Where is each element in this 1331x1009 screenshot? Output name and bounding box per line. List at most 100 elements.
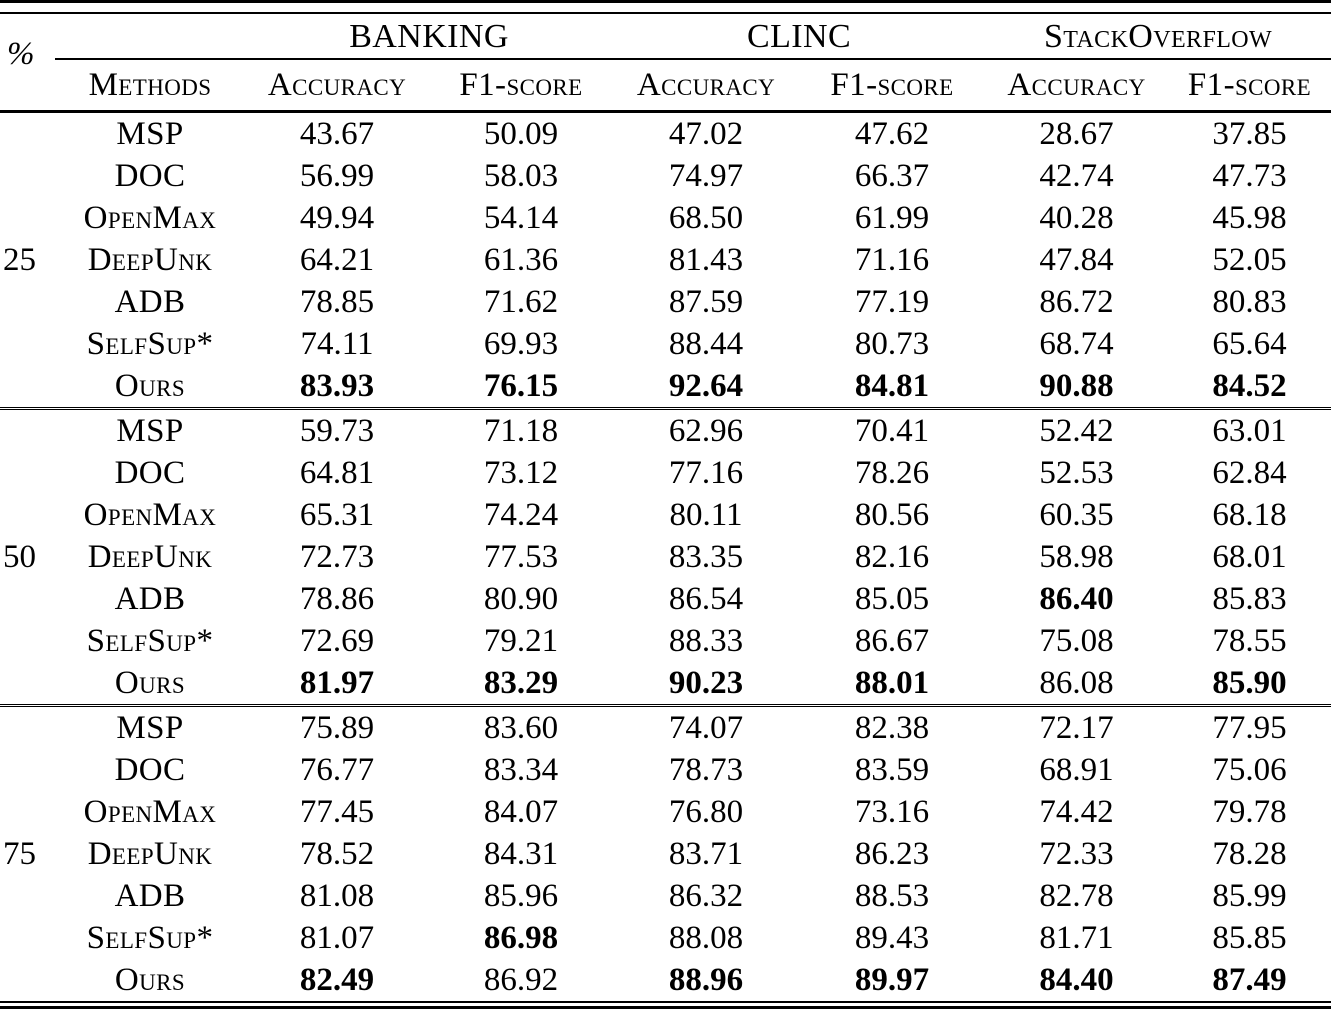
value-cell: 60.35 bbox=[1039, 496, 1114, 533]
table-row: DOC 64.81 73.12 77.16 78.26 52.53 62.84 bbox=[0, 452, 1331, 494]
value-cell: 88.53 bbox=[854, 877, 930, 914]
value-cell: 73.12 bbox=[483, 454, 559, 491]
value-cell: 79.78 bbox=[1212, 793, 1287, 830]
banking-f1-header: F1-score bbox=[429, 59, 614, 113]
value-cell: 59.73 bbox=[245, 407, 429, 452]
value-cell: 81.08 bbox=[299, 877, 375, 914]
table-row: DOC 56.99 58.03 74.97 66.37 42.74 47.73 bbox=[0, 155, 1331, 197]
value-cell: 72.17 bbox=[985, 704, 1169, 749]
value-cell: 74.11 bbox=[300, 325, 374, 362]
value-cell: 69.93 bbox=[483, 325, 559, 362]
value-cell: 86.92 bbox=[483, 961, 559, 998]
value-cell: 86.72 bbox=[1039, 283, 1114, 320]
value-cell: 62.96 bbox=[613, 407, 800, 452]
value-cell: 80.56 bbox=[854, 496, 930, 533]
value-cell: 90.88 bbox=[1039, 367, 1114, 404]
value-cell: 47.84 bbox=[1039, 241, 1114, 278]
value-cell: 74.42 bbox=[1039, 793, 1114, 830]
value-cell: 49.94 bbox=[299, 199, 375, 236]
value-cell: 81.43 bbox=[668, 241, 744, 278]
value-cell: 77.19 bbox=[854, 283, 930, 320]
method-name: DeepUnk bbox=[87, 241, 213, 278]
table-row: DeepUnk 64.21 61.36 81.43 71.16 47.84 52.05 bbox=[0, 239, 1331, 281]
value-cell: 81.71 bbox=[1039, 919, 1114, 956]
value-cell: 88.96 bbox=[668, 961, 744, 998]
value-cell: 83.59 bbox=[854, 751, 930, 788]
value-cell: 83.93 bbox=[299, 367, 375, 404]
value-cell: 83.29 bbox=[483, 664, 559, 701]
table-row: SelfSup* 72.69 79.21 88.33 86.67 75.08 78.55 bbox=[0, 620, 1331, 662]
dataset-header-row: % BANKING CLINC StackOverflow bbox=[0, 13, 1331, 113]
percent-column-header: % bbox=[0, 13, 55, 113]
percent-group-label: 50 bbox=[0, 407, 55, 706]
value-cell: 86.23 bbox=[854, 835, 930, 872]
value-cell: 88.44 bbox=[668, 325, 744, 362]
stackoverflow-accuracy-header: Accuracy bbox=[985, 59, 1169, 113]
table-row: SelfSup* 74.11 69.93 88.44 80.73 68.74 65.64 bbox=[0, 323, 1331, 365]
value-cell: 85.83 bbox=[1212, 580, 1287, 617]
method-name: DeepUnk bbox=[87, 835, 213, 872]
value-cell: 47.62 bbox=[854, 115, 930, 152]
value-cell: 80.90 bbox=[483, 580, 559, 617]
value-cell: 68.50 bbox=[668, 199, 744, 236]
table-top-rule bbox=[0, 0, 1331, 3]
method-name: OpenMax bbox=[83, 793, 217, 830]
value-cell: 52.42 bbox=[985, 407, 1169, 452]
table-row: DeepUnk 78.52 84.31 83.71 86.23 72.33 78.28 bbox=[0, 833, 1331, 875]
value-cell: 82.78 bbox=[1039, 877, 1114, 914]
value-cell: 86.98 bbox=[483, 919, 559, 956]
value-cell: 80.73 bbox=[854, 325, 930, 362]
value-cell: 81.07 bbox=[299, 919, 375, 956]
table-row: DOC 76.77 83.34 78.73 83.59 68.91 75.06 bbox=[0, 749, 1331, 791]
value-cell: 77.16 bbox=[668, 454, 744, 491]
stackoverflow-f1-header: F1-score bbox=[1168, 59, 1331, 113]
value-cell: 78.28 bbox=[1212, 835, 1287, 872]
value-cell: 82.16 bbox=[854, 538, 930, 575]
methods-header-spacer bbox=[55, 13, 245, 60]
value-cell: 85.96 bbox=[483, 877, 559, 914]
methods-column-header: Methods bbox=[55, 59, 245, 113]
value-cell: 65.64 bbox=[1212, 325, 1287, 362]
value-cell: 65.31 bbox=[299, 496, 375, 533]
dataset-header-stackoverflow: StackOverflow bbox=[985, 13, 1331, 60]
value-cell: 74.07 bbox=[613, 704, 800, 749]
method-name: SelfSup* bbox=[86, 622, 214, 659]
value-cell: 83.71 bbox=[668, 835, 744, 872]
value-cell: 86.67 bbox=[854, 622, 930, 659]
metric-header-row: Methods Accuracy F1-score Accuracy F1-sc… bbox=[0, 59, 1331, 113]
dataset-header-banking: BANKING bbox=[245, 13, 614, 60]
table-body: 25 MSP 43.67 50.09 47.02 47.62 28.67 37.85 DOC 56… bbox=[0, 112, 1331, 1002]
value-cell: 81.97 bbox=[299, 664, 375, 701]
method-name: ADB bbox=[114, 877, 186, 914]
table-row: ADB 78.85 71.62 87.59 77.19 86.72 80.83 bbox=[0, 281, 1331, 323]
method-name: DOC bbox=[114, 751, 186, 788]
value-cell: 86.40 bbox=[1039, 580, 1114, 617]
value-cell: 78.26 bbox=[854, 454, 930, 491]
value-cell: 88.08 bbox=[668, 919, 744, 956]
value-cell: 61.36 bbox=[483, 241, 559, 278]
value-cell: 84.31 bbox=[483, 835, 559, 872]
value-cell: 87.49 bbox=[1212, 961, 1287, 998]
value-cell: 64.81 bbox=[299, 454, 375, 491]
table-row: 25 MSP 43.67 50.09 47.02 47.62 28.67 37.85 bbox=[0, 112, 1331, 278]
method-name: OpenMax bbox=[83, 496, 217, 533]
value-cell: 61.99 bbox=[854, 199, 930, 236]
value-cell: 78.55 bbox=[1212, 622, 1287, 659]
table-header: % BANKING CLINC StackOverflow Methods Ac… bbox=[0, 13, 1331, 113]
value-cell: 43.67 bbox=[299, 115, 375, 152]
value-cell: 54.14 bbox=[483, 199, 559, 236]
value-cell: 47.73 bbox=[1212, 157, 1287, 194]
table-row: DeepUnk 72.73 77.53 83.35 82.16 58.98 68.01 bbox=[0, 536, 1331, 578]
value-cell: 62.84 bbox=[1212, 454, 1287, 491]
value-cell: 83.60 bbox=[429, 704, 614, 749]
value-cell: 92.64 bbox=[668, 367, 744, 404]
value-cell: 68.91 bbox=[1039, 751, 1114, 788]
banking-accuracy-header: Accuracy bbox=[245, 59, 429, 113]
table-row: ADB 81.08 85.96 86.32 88.53 82.78 85.99 bbox=[0, 875, 1331, 917]
dataset-header-clinc: CLINC bbox=[613, 13, 986, 60]
table-row: ADB 78.86 80.90 86.54 85.05 86.40 85.83 bbox=[0, 578, 1331, 620]
value-cell: 37.85 bbox=[1212, 115, 1287, 152]
value-cell: 47.02 bbox=[668, 115, 744, 152]
table-bottom-rule bbox=[0, 1006, 1331, 1009]
value-cell: 78.86 bbox=[299, 580, 375, 617]
